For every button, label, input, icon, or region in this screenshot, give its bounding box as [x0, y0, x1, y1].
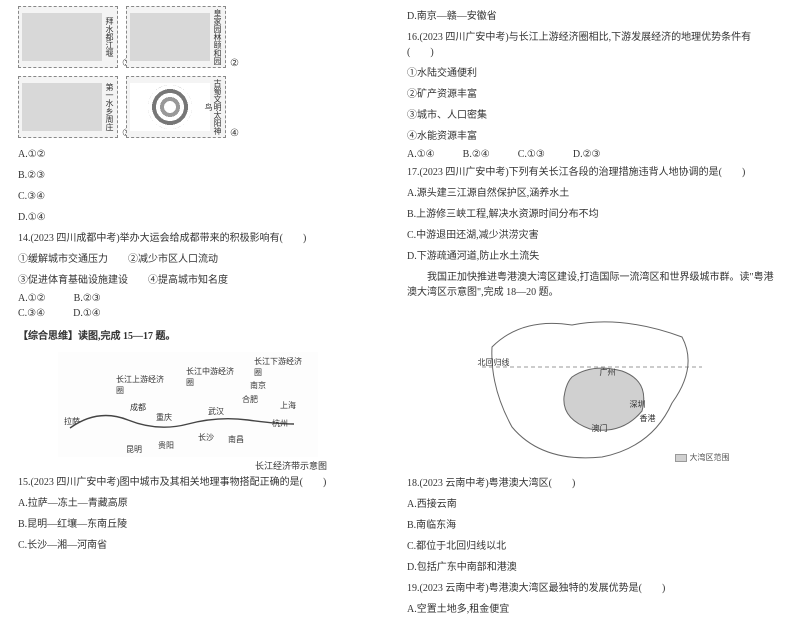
city-chongqing: 重庆	[156, 412, 172, 423]
stamp-1-label: 拜水都江堰	[102, 17, 114, 57]
q14-line2: ③促进体育基础设施建设 ④提高城市知名度	[18, 273, 377, 288]
q17-b: B.上游修三峡工程,解决水资源时间分布不均	[407, 207, 776, 222]
q14-a: A.①②	[18, 293, 46, 304]
q17-a: A.源头建三江源自然保护区,涵养水土	[407, 186, 776, 201]
stamp-grid: 拜水都江堰 ① 皇家园林颐和园 ② 第一水乡周庄 ③ 古蜀文明太阳神鸟 ④	[18, 6, 238, 138]
q14-c: C.③④	[18, 308, 45, 319]
city-shanghai: 上海	[280, 400, 296, 411]
yangtze-map: 拉萨 昆明 贵阳 成都 重庆 长沙 南昌 武汉 合肥 南京 上海 杭州 长江上游…	[58, 352, 318, 457]
city-wuhan: 武汉	[208, 406, 224, 417]
q16-2: ②矿产资源丰富	[407, 87, 776, 102]
q16-1: ①水陆交通便利	[407, 66, 776, 81]
city-chengdu: 成都	[130, 402, 146, 413]
q16: 16.(2023 四川广安中考)与长江上游经济圈相比,下游发展经济的地理优势条件…	[407, 30, 776, 60]
tropic-label: 北回归线	[478, 357, 510, 368]
q14-opts-row1: A.①② B.②③	[18, 293, 377, 304]
stamp-3: 第一水乡周庄 ③	[18, 76, 118, 138]
stamp-2: 皇家园林颐和园 ②	[126, 6, 226, 68]
city-lasa: 拉萨	[64, 416, 80, 427]
city-changsha: 长沙	[198, 432, 214, 443]
city-kunming: 昆明	[126, 444, 142, 455]
q17-c: C.中游退田还湖,减少洪涝灾害	[407, 228, 776, 243]
stamp-4-label: 古蜀文明太阳神鸟	[210, 77, 222, 137]
city-hk: 香港	[640, 413, 656, 424]
bayarea-map: 北回归线 广州 深圳 香港 澳门 大湾区范围	[482, 307, 702, 467]
q15-d: D.南京—赣—安徽省	[407, 9, 776, 24]
q15-b: B.昆明—红壤—东南丘陵	[18, 517, 377, 532]
q16-c: C.①③	[518, 149, 545, 160]
label-up: 长江上游经济圈	[116, 374, 166, 396]
q16-4: ④水能资源丰富	[407, 129, 776, 144]
q16-b: B.②④	[463, 149, 490, 160]
q19: 19.(2023 云南中考)粤港澳大湾区最独特的发展优势是( )	[407, 581, 776, 596]
label-mid: 长江中游经济圈	[186, 366, 236, 388]
legend-swatch	[675, 454, 687, 462]
stamp-2-num: ②	[230, 58, 239, 69]
q16-d: D.②③	[573, 149, 601, 160]
stamp-2-label: 皇家园林颐和园	[210, 9, 222, 65]
stamp-4-num: ④	[230, 128, 239, 139]
city-gz: 广州	[600, 367, 616, 378]
section-heading: 【综合思维】读图,完成 15—17 题。	[18, 329, 377, 344]
q19-a: A.空置土地多,租金便宜	[407, 602, 776, 617]
city-nanjing: 南京	[250, 380, 266, 391]
swirl-icon	[148, 85, 192, 129]
q14: 14.(2023 四川成都中考)举办大运会给成都带来的积极影响有( )	[18, 231, 377, 246]
city-guiyang: 贵阳	[158, 440, 174, 451]
label-down: 长江下游经济圈	[254, 356, 304, 378]
q18: 18.(2023 云南中考)粤港澳大湾区( )	[407, 476, 776, 491]
city-hefei: 合肥	[242, 394, 258, 405]
q16-3: ③城市、人口密集	[407, 108, 776, 123]
opt-b: B.②③	[18, 168, 377, 183]
city-sz: 深圳	[630, 399, 646, 410]
q14-d: D.①④	[73, 308, 101, 319]
q18-b: B.南临东海	[407, 518, 776, 533]
stamp-4: 古蜀文明太阳神鸟 ④	[126, 76, 226, 138]
opt-c: C.③④	[18, 189, 377, 204]
q14-line1: ①缓解城市交通压力 ②减少市区人口流动	[18, 252, 377, 267]
map1-caption: 长江经济带示意图	[18, 459, 327, 472]
q16-opts: A.①④ B.②④ C.①③ D.②③	[407, 149, 776, 160]
q15: 15.(2023 四川广安中考)图中城市及其相关地理事物搭配正确的是( )	[18, 475, 377, 490]
stamp-3-label: 第一水乡周庄	[102, 83, 114, 131]
q18-a: A.西接云南	[407, 497, 776, 512]
q16-a: A.①④	[407, 149, 435, 160]
city-nanchang: 南昌	[228, 434, 244, 445]
q17-d: D.下游疏通河道,防止水土流失	[407, 249, 776, 264]
city-hangzhou: 杭州	[272, 418, 288, 429]
q18-c: C.都位于北回归线以北	[407, 539, 776, 554]
q15-a: A.拉萨—冻土—青藏高原	[18, 496, 377, 511]
city-mo: 澳门	[592, 423, 608, 434]
opt-d: D.①④	[18, 210, 377, 225]
q15-c: C.长沙—湘—河南省	[18, 538, 377, 553]
opt-a: A.①②	[18, 147, 377, 162]
q17: 17.(2023 四川广安中考)下列有关长江各段的治理措施违背人地协调的是( )	[407, 165, 776, 180]
legend-text: 大湾区范围	[690, 452, 730, 463]
map2-legend: 大湾区范围	[675, 452, 730, 463]
stamp-1: 拜水都江堰 ①	[18, 6, 118, 68]
q18-d: D.包括广东中南部和港澳	[407, 560, 776, 575]
intro18: 我国正加快推进粤港澳大湾区建设,打造国际一流湾区和世界级城市群。读"粤港澳大湾区…	[407, 270, 776, 300]
q14-b: B.②③	[74, 293, 101, 304]
q14-opts-row2: C.③④ D.①④	[18, 308, 377, 319]
